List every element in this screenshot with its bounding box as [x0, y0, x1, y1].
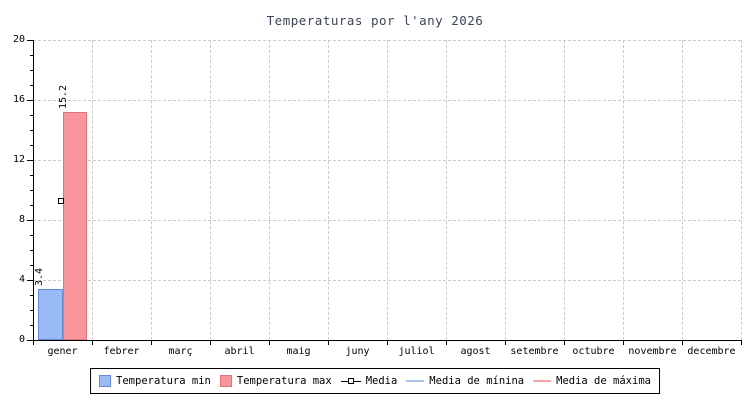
- x-tick: [269, 341, 270, 345]
- legend-item-media-de-m-xima: Media de máxima: [533, 375, 651, 387]
- x-axis-label-decembre: decembre: [687, 346, 736, 357]
- x-tick: [564, 341, 565, 345]
- legend-item-temperatura-min: Temperatura min: [99, 375, 211, 387]
- x-axis-label-mar-: març: [168, 346, 193, 357]
- gridline-v: [623, 40, 624, 340]
- y-tick: [27, 40, 33, 41]
- gridline-v: [682, 40, 683, 340]
- x-tick: [682, 341, 683, 345]
- gridline-v: [446, 40, 447, 340]
- y-tick: [30, 310, 33, 311]
- legend-swatch-temperatura-min: [99, 375, 112, 387]
- legend: Temperatura min Temperatura max Media Media…: [90, 368, 660, 394]
- gridline-v: [92, 40, 93, 340]
- y-tick: [27, 100, 33, 101]
- legend-line-media-de-m-xima: [533, 380, 552, 382]
- legend-item-temperatura-max: Temperatura max: [219, 375, 332, 387]
- legend-label: Media de máxima: [556, 375, 651, 387]
- legend-label: Media de mínina: [429, 375, 525, 387]
- x-axis-label-gener: gener: [47, 346, 78, 357]
- legend-label: Temperatura min: [116, 375, 211, 387]
- bar-temperatura-max-gener: [62, 112, 87, 340]
- x-axis-label-setembre: setembre: [510, 346, 559, 357]
- x-axis-label-novembre: novembre: [628, 346, 677, 357]
- y-tick: [30, 250, 33, 251]
- x-tick: [387, 341, 388, 345]
- x-tick: [33, 341, 34, 345]
- y-tick: [30, 85, 33, 86]
- y-tick: [27, 280, 33, 281]
- x-axis-label-abril: abril: [224, 346, 255, 357]
- y-axis: [33, 40, 34, 340]
- legend-marker-icon: [340, 377, 361, 385]
- gridline-v: [210, 40, 211, 340]
- y-tick: [30, 115, 33, 116]
- y-tick: [30, 190, 33, 191]
- x-tick: [92, 341, 93, 345]
- legend-item-media: Media: [340, 375, 398, 387]
- y-tick: [30, 175, 33, 176]
- y-tick-label: 4: [18, 274, 25, 285]
- gridline-v: [564, 40, 565, 340]
- x-tick: [505, 341, 506, 345]
- y-tick: [30, 235, 33, 236]
- legend-line-media-de-m-nina: [406, 380, 425, 382]
- x-tick: [446, 341, 447, 345]
- y-tick-label: 16: [12, 94, 25, 105]
- legend-item-media-de-m-nina: Media de mínina: [406, 375, 524, 387]
- bar-temperatura-min-gener: [38, 289, 63, 340]
- chart-title: Temperaturas por l'any 2026: [266, 13, 484, 28]
- x-axis-label-febrer: febrer: [103, 346, 140, 357]
- y-tick: [27, 160, 33, 161]
- marker-square: [347, 377, 354, 384]
- y-tick: [30, 265, 33, 266]
- gridline-v: [328, 40, 329, 340]
- y-tick: [30, 130, 33, 131]
- y-tick: [30, 205, 33, 206]
- y-tick-label: 0: [18, 334, 25, 345]
- y-tick: [30, 325, 33, 326]
- x-axis: [33, 340, 742, 341]
- x-axis-label-agost: agost: [460, 346, 491, 357]
- y-tick: [27, 340, 33, 341]
- media-marker: [57, 197, 64, 204]
- gridline-v: [387, 40, 388, 340]
- x-tick: [151, 341, 152, 345]
- gridline-v: [505, 40, 506, 340]
- x-axis-label-maig: maig: [286, 346, 311, 357]
- y-tick: [27, 220, 33, 221]
- y-tick: [30, 70, 33, 71]
- bar-value-label: 3.4: [33, 267, 45, 286]
- y-tick: [30, 55, 33, 56]
- y-tick: [30, 145, 33, 146]
- y-tick-label: 12: [12, 154, 25, 165]
- x-tick: [328, 341, 329, 345]
- x-axis-label-octubre: octubre: [572, 346, 615, 357]
- gridline-v: [269, 40, 270, 340]
- x-tick: [623, 341, 624, 345]
- gridline-v: [151, 40, 152, 340]
- x-tick: [210, 341, 211, 345]
- gridline-v: [741, 40, 742, 340]
- y-tick-label: 20: [12, 34, 25, 45]
- y-tick: [30, 295, 33, 296]
- x-axis-label-juliol: juliol: [398, 346, 435, 357]
- legend-label: Media: [365, 375, 398, 387]
- x-axis-label-juny: juny: [345, 346, 370, 357]
- y-tick-label: 8: [18, 214, 25, 225]
- x-tick: [741, 341, 742, 345]
- bar-value-label: 15.2: [58, 84, 70, 109]
- legend-swatch-temperatura-max: [219, 375, 232, 387]
- legend-label: Temperatura max: [236, 375, 332, 387]
